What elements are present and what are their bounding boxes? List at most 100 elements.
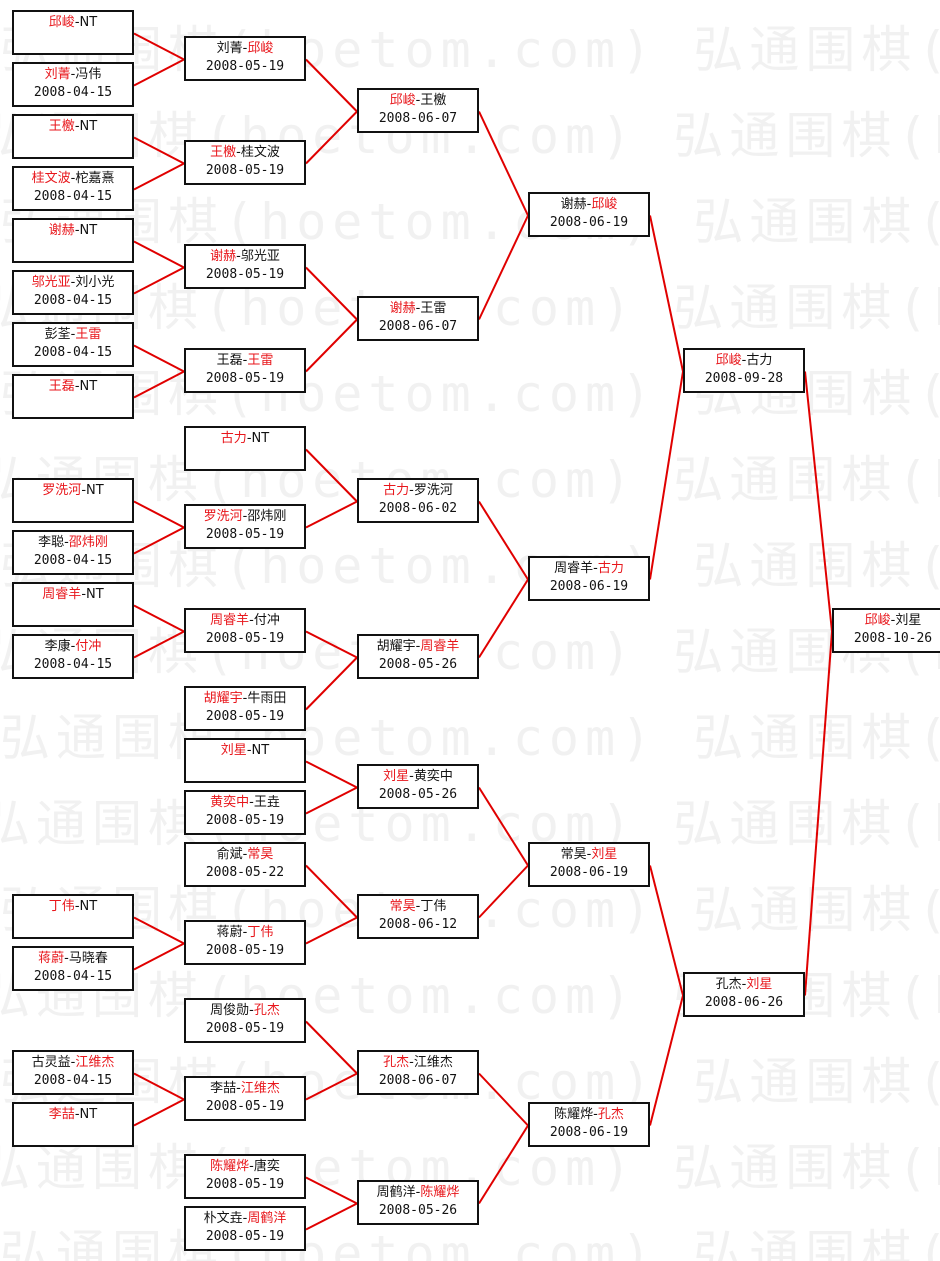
match-date: 2008-04-15: [33, 657, 113, 672]
player-name: 邱峻: [48, 15, 75, 30]
player-name: 桂文波: [240, 145, 280, 160]
match-date: 2008-04-15: [33, 293, 113, 308]
match-box: 王檄-桂文波 2008-05-19: [184, 140, 306, 185]
separator: -: [415, 639, 421, 654]
match-players: 谢赫-王雷: [359, 300, 477, 318]
player-name: 江维杰: [75, 1055, 115, 1070]
match-date: 2008-06-07: [378, 319, 458, 334]
player-name: 周睿羊: [554, 561, 594, 576]
player-name: 邱峻: [247, 41, 274, 56]
match-players: 邱峻-刘星: [834, 612, 940, 630]
separator: -: [593, 1107, 598, 1122]
bracket-link: [305, 500, 358, 529]
player-name: NT: [251, 743, 270, 758]
player-name: 陈耀烨: [420, 1185, 460, 1200]
bracket-link: [133, 630, 185, 659]
match-box: 周俊勋-孔杰 2008-05-19: [184, 998, 306, 1043]
match-players: 罗洗河-NT: [14, 482, 132, 500]
watermark-text: 弘通围棋(hoetom.com) 弘通围棋(hoetom.com) 弘通围棋(h…: [0, 193, 940, 251]
player-name: 周鹤洋: [376, 1185, 416, 1200]
match-box: 孔杰-江维杰 2008-06-07: [357, 1050, 479, 1095]
player-name: 胡耀宇: [203, 691, 243, 706]
separator: -: [74, 899, 80, 914]
match-date: 2008-05-22: [205, 865, 285, 880]
player-name: 朴文垚: [203, 1211, 243, 1226]
bracket-link: [478, 215, 529, 320]
match-players: 周俊勋-孔杰: [186, 1002, 304, 1020]
player-name: 黄奕中: [413, 769, 453, 784]
player-name: 常昊: [389, 899, 416, 914]
separator: -: [70, 327, 76, 342]
match-date: 2008-05-19: [205, 943, 285, 958]
bracket-link: [133, 526, 185, 555]
bracket-link: [305, 1020, 358, 1075]
match-box: 陈耀烨-唐奕 2008-05-19: [184, 1154, 306, 1199]
match-date: 2008-06-07: [378, 111, 458, 126]
bracket-link: [133, 58, 185, 87]
separator: -: [74, 119, 80, 134]
bracket-link: [305, 1202, 358, 1231]
player-name: 古力: [746, 353, 773, 368]
match-players: 古力-罗洗河: [359, 482, 477, 500]
player-name: 周睿羊: [210, 613, 250, 628]
match-box: 王磊-王雷 2008-05-19: [184, 348, 306, 393]
match-box: 周睿羊-NT: [12, 582, 134, 627]
match-date: 2008-05-19: [205, 1229, 285, 1244]
player-name: 王檄: [48, 119, 75, 134]
bracket-link: [305, 58, 358, 113]
player-name: 邱峻: [715, 353, 742, 368]
player-name: NT: [79, 899, 98, 914]
match-players: 蒋蔚-马晓春: [14, 950, 132, 968]
match-players: 古灵益-江维杰: [14, 1054, 132, 1072]
player-name: 付冲: [253, 613, 280, 628]
bracket-link: [133, 162, 185, 191]
player-name: 王雷: [420, 301, 447, 316]
player-name: 孔杰: [253, 1003, 280, 1018]
match-date: 2008-06-26: [704, 995, 784, 1010]
player-name: NT: [251, 431, 270, 446]
player-name: NT: [79, 223, 98, 238]
separator: -: [64, 951, 69, 966]
match-box: 常昊-丁伟 2008-06-12: [357, 894, 479, 939]
match-box: 王檄-NT: [12, 114, 134, 159]
separator: -: [415, 93, 421, 108]
player-name: 王磊: [48, 379, 75, 394]
separator: -: [70, 639, 76, 654]
separator: -: [409, 769, 414, 784]
match-players: 谢赫-邬光亚: [186, 248, 304, 266]
player-name: 唐奕: [253, 1159, 280, 1174]
separator: -: [236, 249, 241, 264]
separator: -: [64, 535, 69, 550]
match-box: 蒋蔚-马晓春 2008-04-15: [12, 946, 134, 991]
player-name: 谢赫: [48, 223, 75, 238]
match-box: 刘星-黄奕中 2008-05-26: [357, 764, 479, 809]
player-name: 古力: [597, 561, 624, 576]
player-name: 彭荃: [44, 327, 71, 342]
bracket-link: [804, 371, 833, 632]
player-name: 江维杰: [240, 1081, 280, 1096]
bracket-link: [305, 266, 358, 321]
separator: -: [593, 561, 598, 576]
match-date: 2008-05-19: [205, 527, 285, 542]
match-players: 刘星-黄奕中: [359, 768, 477, 786]
player-name: 刘星: [746, 977, 773, 992]
bracket-link: [305, 318, 358, 373]
match-box: 古灵益-江维杰 2008-04-15: [12, 1050, 134, 1095]
player-name: 周鹤洋: [247, 1211, 287, 1226]
match-box: 李喆-NT: [12, 1102, 134, 1147]
separator: -: [81, 587, 87, 602]
match-players: 丁伟-NT: [14, 898, 132, 916]
bracket-link: [133, 32, 185, 61]
player-name: 孔杰: [597, 1107, 624, 1122]
match-date: 2008-05-26: [378, 1203, 458, 1218]
match-box: 刘菁-冯伟 2008-04-15: [12, 62, 134, 107]
match-date: 2008-10-26: [853, 631, 933, 646]
bracket-link: [478, 578, 529, 659]
match-box: 蒋蔚-丁伟 2008-05-19: [184, 920, 306, 965]
separator: -: [242, 41, 248, 56]
player-name: 王檄: [210, 145, 237, 160]
match-players: 俞斌-常昊: [186, 846, 304, 864]
player-name: NT: [86, 587, 104, 602]
player-name: 胡耀宇: [376, 639, 416, 654]
bracket-link: [133, 240, 185, 269]
